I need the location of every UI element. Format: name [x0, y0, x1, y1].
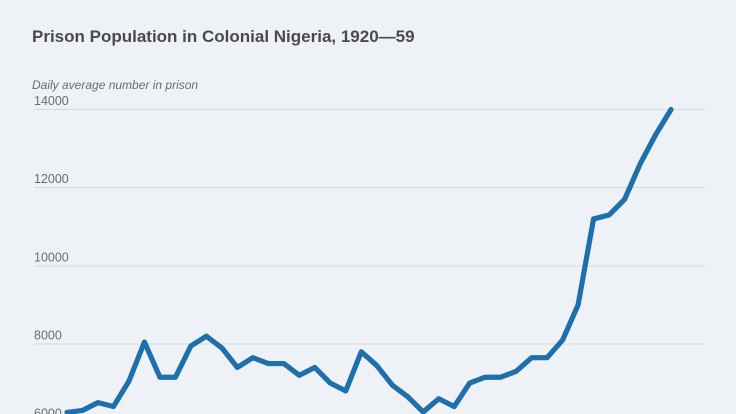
svg-text:10000: 10000: [34, 251, 69, 265]
svg-text:12000: 12000: [34, 172, 69, 186]
svg-text:6000: 6000: [34, 407, 62, 414]
svg-text:8000: 8000: [34, 329, 62, 343]
svg-text:14000: 14000: [34, 94, 69, 108]
